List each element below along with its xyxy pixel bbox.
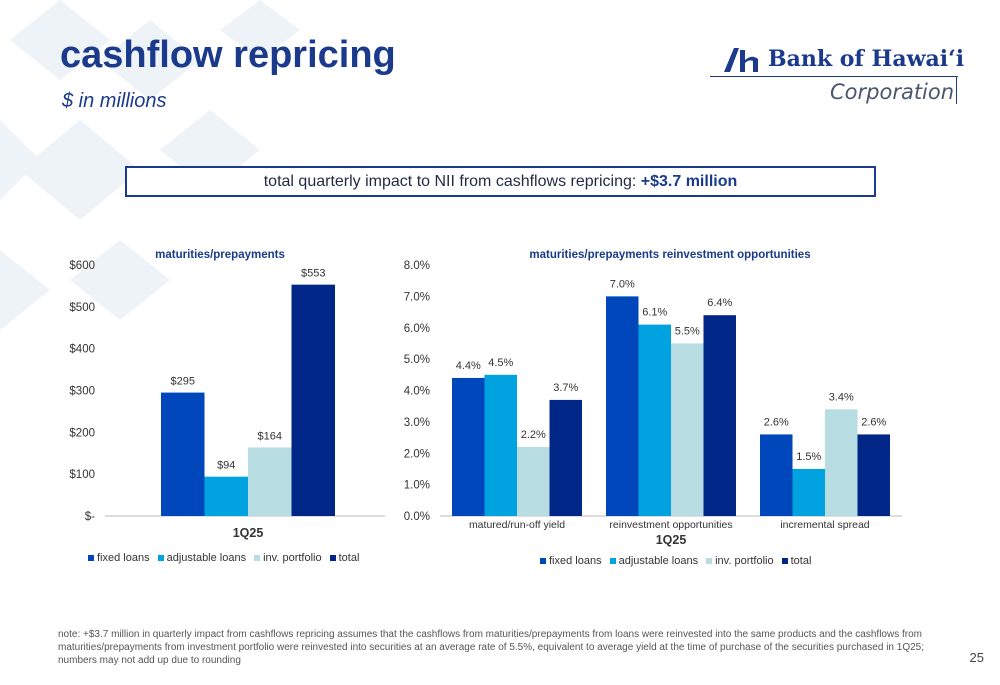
y-tick-label: 1.0% bbox=[404, 480, 430, 492]
y-tick-label: $- bbox=[85, 511, 95, 523]
bar-inv-portfolio bbox=[517, 446, 550, 516]
y-tick-label: 5.0% bbox=[404, 354, 430, 366]
bar-fixed-loans bbox=[452, 377, 485, 516]
data-label: 3.7% bbox=[553, 382, 578, 394]
legend-label: total bbox=[790, 555, 812, 567]
bar-fixed-loans bbox=[161, 392, 205, 516]
footnote: note: +$3.7 million in quarterly impact … bbox=[58, 629, 925, 666]
left-chart-title: maturities/prepayments bbox=[155, 249, 285, 261]
legend-swatch bbox=[540, 558, 546, 564]
page-title: cashflow repricing bbox=[60, 34, 396, 76]
left-chart-legend: fixed loans adjustable loans inv. portfoli… bbox=[88, 552, 359, 564]
logo-divider-vertical bbox=[956, 76, 957, 104]
data-label: 4.5% bbox=[488, 357, 513, 369]
x-category-label: 1Q25 bbox=[233, 526, 264, 540]
reinvestment-chart: 0.0% 1.0% 2.0% 3.0% 4.0% 5.0% 6.0% 7.0% 8.0% 4.4%… bbox=[404, 260, 902, 547]
data-label: 4.4% bbox=[456, 360, 481, 372]
data-label: 7.0% bbox=[610, 278, 635, 290]
legend-item: adjustable loans bbox=[609, 555, 699, 567]
y-tick-label: 7.0% bbox=[404, 291, 430, 303]
y-tick-label: 4.0% bbox=[404, 386, 430, 398]
maturities-chart: $- $100 $200 $300 $400 $500 $600 $295 $94 $164 $55… bbox=[69, 260, 385, 540]
bar-adjustable-loans bbox=[484, 374, 517, 516]
legend-swatch bbox=[781, 558, 788, 564]
data-label: 1.5% bbox=[796, 451, 821, 463]
legend-label: inv. portfolio bbox=[263, 552, 322, 564]
data-label: $295 bbox=[171, 376, 195, 388]
data-label: 2.6% bbox=[764, 416, 789, 428]
bar-inv-portfolio bbox=[671, 343, 704, 516]
legend-label: fixed loans bbox=[97, 552, 150, 564]
y-tick-label: 0.0% bbox=[404, 511, 430, 523]
page-subtitle: $ in millions bbox=[62, 90, 167, 112]
legend-label: inv. portfolio bbox=[715, 555, 774, 567]
legend-swatch bbox=[609, 558, 616, 564]
data-label: 5.5% bbox=[675, 325, 700, 337]
y-tick-label: $300 bbox=[69, 386, 95, 398]
page-number: 25 bbox=[969, 650, 984, 665]
bar-fixed-loans bbox=[606, 296, 639, 516]
y-tick-label: 3.0% bbox=[404, 417, 430, 429]
bank-logo-icon bbox=[724, 48, 758, 72]
y-tick-label: $100 bbox=[69, 469, 95, 481]
legend-swatch bbox=[254, 555, 261, 561]
data-label: 2.6% bbox=[861, 416, 886, 428]
legend-item: total bbox=[329, 552, 360, 564]
bar-fixed-loans bbox=[760, 434, 793, 516]
x-category-label: incremental spread bbox=[780, 519, 869, 531]
legend-label: adjustable loans bbox=[618, 555, 699, 567]
data-label: 2.2% bbox=[521, 429, 546, 441]
impact-callout: total quarterly impact to NII from cashf… bbox=[125, 166, 876, 197]
legend-item: fixed loans bbox=[88, 552, 150, 564]
impact-text: total quarterly impact to NII from cashf… bbox=[263, 173, 641, 190]
data-label: 3.4% bbox=[829, 391, 854, 403]
legend-swatch bbox=[88, 555, 94, 561]
bar-adjustable-loans bbox=[638, 324, 671, 516]
company-logo: Bank of Hawaiʻi Corporation bbox=[710, 42, 964, 108]
data-label: $164 bbox=[258, 430, 282, 442]
legend-label: fixed loans bbox=[549, 555, 602, 567]
y-tick-label: $500 bbox=[69, 302, 95, 314]
logo-corporation: Corporation bbox=[830, 80, 955, 104]
legend-swatch bbox=[157, 555, 164, 561]
y-tick-label: 8.0% bbox=[404, 260, 430, 272]
legend-item: inv. portfolio bbox=[706, 555, 774, 567]
legend-swatch bbox=[706, 558, 713, 564]
y-tick-label: 6.0% bbox=[404, 323, 430, 335]
logo-divider bbox=[710, 76, 958, 77]
bar-adjustable-loans bbox=[792, 468, 825, 516]
x-category-label: reinvestment opportunities bbox=[609, 519, 732, 531]
bar-total bbox=[857, 434, 890, 516]
legend-item: inv. portfolio bbox=[254, 552, 322, 564]
data-label: 6.4% bbox=[707, 297, 732, 309]
x-axis-title: 1Q25 bbox=[656, 533, 687, 547]
y-tick-label: $400 bbox=[69, 344, 95, 356]
logo-name: Bank of Hawaiʻi bbox=[768, 46, 965, 72]
bar-total bbox=[291, 284, 335, 516]
impact-value: +$3.7 million bbox=[640, 173, 738, 190]
y-tick-label: $600 bbox=[69, 260, 95, 272]
data-label: $553 bbox=[301, 268, 325, 280]
x-category-label: matured/run-off yield bbox=[469, 519, 565, 531]
data-label: 6.1% bbox=[642, 307, 667, 319]
legend-item: adjustable loans bbox=[157, 552, 247, 564]
data-label: $94 bbox=[217, 460, 235, 472]
legend-item: total bbox=[781, 555, 812, 567]
legend-item: fixed loans bbox=[540, 555, 602, 567]
legend-swatch bbox=[329, 555, 336, 561]
legend-label: adjustable loans bbox=[166, 552, 247, 564]
bar-total bbox=[703, 315, 736, 516]
y-tick-label: 2.0% bbox=[404, 448, 430, 460]
right-chart-title: maturities/prepayments reinvestment oppo… bbox=[529, 249, 811, 261]
bar-inv-portfolio bbox=[248, 447, 292, 516]
y-tick-label: $200 bbox=[69, 427, 95, 439]
bar-inv-portfolio bbox=[825, 409, 858, 516]
legend-label: total bbox=[338, 552, 360, 564]
right-chart-legend: fixed loans adjustable loans inv. portfoli… bbox=[540, 555, 811, 567]
bar-total bbox=[549, 399, 582, 516]
bar-adjustable-loans bbox=[204, 476, 248, 516]
